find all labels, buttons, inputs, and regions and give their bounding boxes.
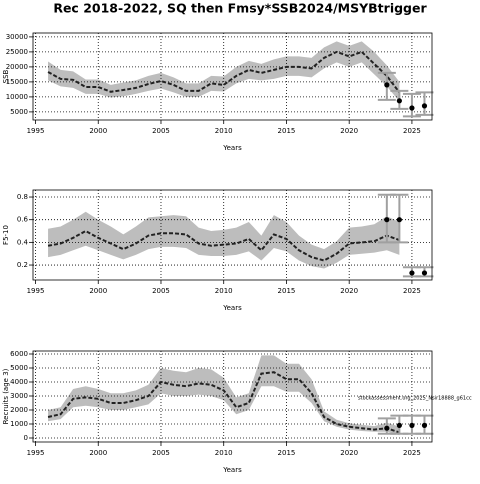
annotation: stockassessment.org_2025_Nsir18888_g61cc [358,395,472,401]
y-tick-label: 3000 [10,392,28,400]
x-tick-label: 2005 [152,127,170,135]
point [409,105,415,111]
point [396,98,402,104]
point [409,270,415,276]
y-tick-label: 20000 [6,63,28,71]
panel: 1995 2000 2005 2010 2015 2020 2025 5000 10000 150… [2,32,434,152]
x-tick-label: 2020 [340,127,358,135]
x-tick-label: 2025 [403,449,421,457]
x-tick-label: 1995 [27,287,45,295]
x-axis-label: Years [222,304,242,312]
x-tick-label: 2000 [89,449,107,457]
point [421,422,428,428]
x-tick-label: 2025 [403,287,421,295]
median-line [47,229,400,262]
x-tick-label: 2015 [278,127,296,135]
median-line [47,371,400,434]
confidence-band [48,211,400,269]
x-tick-label: 2005 [152,287,170,295]
y-tick-label: 0 [24,434,28,442]
point [396,217,402,223]
y-tick-label: 0.8 [17,193,28,201]
y-tick-label: 10000 [6,93,28,101]
plot-frame [32,32,433,121]
panel: 1995 2000 2005 2010 2015 2020 2025 0 1000 2000 300… [2,350,472,474]
confidence-band [48,41,400,102]
y-axis-label: F5-10 [2,225,10,245]
point [396,422,402,428]
y-tick-label: 30000 [6,33,28,41]
point [384,217,390,223]
x-tick-label: 2010 [215,127,233,135]
x-tick-label: 2020 [340,287,358,295]
x-tick-label: 2020 [340,449,358,457]
point [421,103,428,109]
y-axis-label: SSB [2,69,10,83]
x-tick-label: 2010 [215,449,233,457]
y-tick-label: 4000 [10,378,28,386]
y-tick-label: 5000 [10,108,28,116]
y-tick-label: 0.2 [17,261,28,269]
point [409,422,415,428]
y-tick-label: 15000 [6,78,28,86]
point [384,425,390,431]
y-tick-label: 6000 [10,350,28,358]
plot-frame [32,189,433,281]
y-tick-label: 0.4 [17,238,29,246]
median-line [47,50,401,94]
plot-frame [32,350,433,443]
y-tick-label: 25000 [6,48,28,56]
panel: 1995 2000 2005 2010 2015 2020 2025 0.2 0.4 0.6 0.8… [2,189,434,312]
y-tick-label: 5000 [10,364,28,372]
x-tick-label: 1995 [27,127,45,135]
x-tick-label: 2015 [278,449,296,457]
x-tick-label: 2000 [89,287,107,295]
y-tick-label: 0.6 [17,216,29,224]
confidence-band [48,355,400,436]
chart-title: Rec 2018-2022, SQ then Fmsy*SSB2024/MSYB… [53,1,427,16]
x-tick-label: 2015 [278,287,296,295]
y-tick-label: 2000 [10,406,28,414]
point [384,82,390,88]
x-tick-label: 2010 [215,287,233,295]
x-axis-label: Years [222,466,242,474]
x-tick-label: 1995 [27,449,45,457]
point [421,270,428,276]
y-axis-label: Recruits (age 3) [2,368,10,424]
x-tick-label: 2025 [403,127,421,135]
y-tick-label: 1000 [10,420,28,428]
x-axis-label: Years [222,144,242,152]
x-tick-label: 2000 [89,127,107,135]
x-tick-label: 2005 [152,449,170,457]
